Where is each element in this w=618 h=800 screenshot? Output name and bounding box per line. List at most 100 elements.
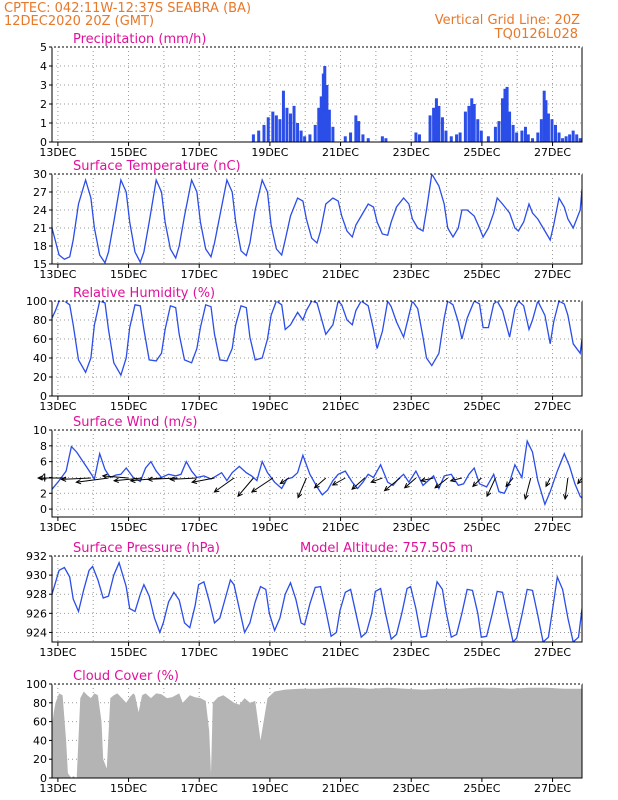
precip-bar (455, 134, 459, 142)
x-tick-label: 15DEC (110, 268, 147, 281)
series-line-rh (52, 301, 582, 377)
precip-bar (343, 136, 347, 142)
wind-arrow (404, 477, 417, 489)
precip-bar (428, 115, 432, 142)
precip-bar (437, 105, 441, 142)
precip-bar (349, 132, 353, 142)
precip-bar (511, 124, 515, 142)
wind-arrow-head (419, 477, 427, 483)
precip-bar (327, 109, 331, 142)
precip-bar (458, 132, 462, 142)
x-tick-label: 25DEC (463, 146, 500, 159)
x-tick-label: 15DEC (110, 782, 147, 795)
x-tick-label: 21DEC (322, 782, 359, 795)
precip-bar (440, 117, 444, 142)
precip-bar (323, 66, 327, 142)
precip-bar (526, 134, 530, 142)
precip-bar (542, 90, 546, 142)
panel-precip: 0 1 2 3 4 5 13DEC 15DEC 17DEC 19DEC 21DEC 23DEC 25DE… (39, 32, 583, 159)
wind-arrow-head (331, 480, 338, 486)
wind-arrow (61, 477, 91, 480)
y-tick-label: 5 (40, 41, 47, 54)
wind-arrow-head (403, 483, 410, 489)
y-tick-label: 30 (33, 168, 47, 181)
wind-arrow (280, 477, 290, 485)
x-tick-label: 21DEC (322, 146, 359, 159)
precip-bar (417, 134, 421, 142)
y-tick-label: 6 (40, 456, 47, 469)
precip-bar (444, 130, 448, 142)
x-tick-label: 19DEC (251, 400, 288, 413)
precip-bar (384, 138, 388, 142)
wind-arrow (505, 477, 514, 487)
x-tick-label: 27DEC (534, 646, 571, 659)
precip-bar (434, 98, 438, 142)
precip-bar (414, 132, 418, 142)
x-tick-label: 13DEC (39, 268, 76, 281)
y-tick-label: 8 (40, 440, 47, 453)
x-tick-label: 17DEC (181, 268, 218, 281)
wind-arrows (36, 473, 583, 501)
panel-cloud: 0 20 40 60 80 100 13DEC 15DEC 17DEC 19DEC 21DEC 23D… (26, 669, 583, 795)
wind-arrow-head (146, 476, 153, 482)
wind-arrow (420, 477, 434, 482)
y-tick-label: 2 (40, 98, 47, 111)
precip-bar (271, 111, 275, 142)
x-tick-label: 27DEC (534, 782, 571, 795)
wind-arrow (314, 477, 327, 489)
y-tick-label: 924 (26, 626, 47, 639)
precip-bar (578, 138, 582, 142)
y-tick-label: 3 (40, 79, 47, 92)
precip-bar (463, 111, 467, 142)
y-tick-label: 4 (40, 60, 47, 73)
series-line-wind (52, 438, 582, 507)
x-tick-label: 27DEC (534, 268, 571, 281)
y-tick-label: 0 (40, 136, 47, 149)
plot-area (52, 430, 582, 517)
x-tick-label: 13DEC (39, 400, 76, 413)
wind-arrow-head (129, 477, 136, 484)
wind-arrow-head (434, 483, 441, 489)
y-tick-label: 10 (33, 424, 47, 437)
wind-arrow-head (60, 476, 67, 482)
wind-arrow-head (190, 478, 198, 484)
y-tick-label: 0 (40, 772, 47, 785)
x-tick-label: 21DEC (322, 646, 359, 659)
precip-bar (317, 107, 321, 142)
precip-bar (266, 117, 270, 142)
precip-bar (251, 134, 255, 142)
precip-bar (503, 88, 507, 142)
x-tick-label: 27DEC (534, 400, 571, 413)
precip-bar (432, 107, 436, 142)
x-tick-label: 21DEC (322, 400, 359, 413)
panel-annotation-press: Model Altitude: 757.505 m (300, 541, 473, 556)
precip-bar (550, 119, 554, 142)
precip-bar (515, 132, 519, 142)
wind-arrow (170, 477, 197, 480)
wind-arrow (214, 477, 235, 493)
precip-bar (479, 130, 483, 142)
x-tick-label: 25DEC (463, 782, 500, 795)
precip-bar (493, 126, 497, 142)
x-tick-label: 19DEC (251, 521, 288, 534)
header-location: CPTEC: 042:11W-12:37S SEABRA (BA) (4, 1, 252, 16)
x-tick-label: 13DEC (39, 146, 76, 159)
y-tick-label: 60 (33, 333, 47, 346)
precip-bar (520, 130, 524, 142)
x-tick-label: 23DEC (393, 782, 430, 795)
wind-arrow-head (213, 487, 220, 493)
precip-bar (508, 111, 512, 142)
wind-arrow (332, 477, 346, 486)
series-line-press (52, 560, 582, 642)
precip-bar (557, 132, 561, 142)
y-tick-label: 40 (33, 734, 47, 747)
y-tick-label: 1 (40, 117, 47, 130)
wind-arrow-head (101, 473, 108, 479)
x-tick-label: 19DEC (251, 646, 288, 659)
wind-arrow-head (486, 491, 492, 498)
wind-arrow (450, 477, 462, 482)
wind-arrow (486, 477, 496, 497)
precip-bar (366, 138, 370, 142)
wind-arrow-head (383, 485, 390, 492)
